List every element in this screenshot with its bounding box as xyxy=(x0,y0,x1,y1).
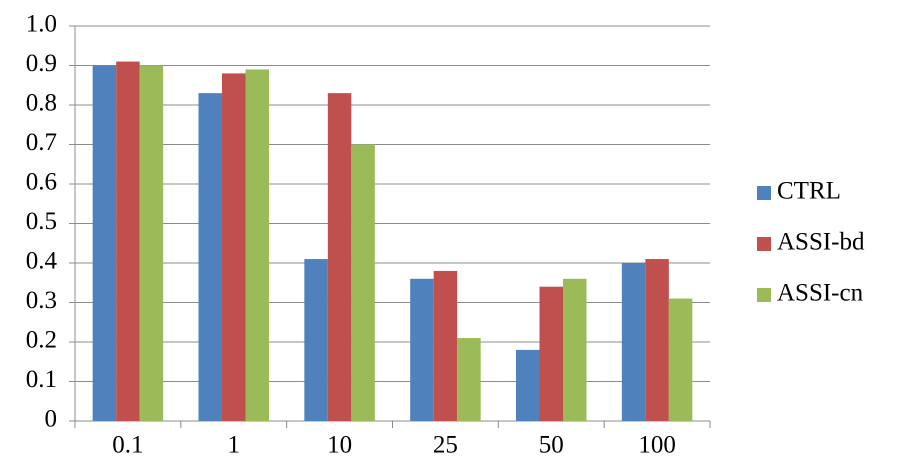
bar xyxy=(198,93,222,422)
y-tick-label: 0.5 xyxy=(26,208,57,235)
y-tick-label: 0.8 xyxy=(26,90,57,117)
x-tick-label: 10 xyxy=(327,432,352,459)
bar xyxy=(457,338,481,421)
y-tick-label: 0.7 xyxy=(26,129,57,156)
legend-label: ASSI-cn xyxy=(777,280,864,307)
bar xyxy=(668,298,693,421)
bar xyxy=(539,286,563,421)
legend-swatch xyxy=(757,237,771,251)
bar xyxy=(245,69,269,421)
x-tick-label: 50 xyxy=(539,432,564,459)
bar xyxy=(563,278,587,421)
bar xyxy=(621,263,646,421)
bar xyxy=(92,65,117,421)
legend-swatch xyxy=(757,186,771,200)
y-tick-label: 0.6 xyxy=(26,169,57,196)
bar xyxy=(410,278,434,421)
bar xyxy=(516,349,540,421)
x-tick-label: 100 xyxy=(638,432,676,459)
bar xyxy=(116,61,140,422)
x-tick-label: 1 xyxy=(228,432,241,459)
bar xyxy=(327,93,352,422)
legend-label: ASSI-bd xyxy=(777,229,865,256)
y-tick-label: 0.1 xyxy=(26,366,57,393)
legend-swatch xyxy=(757,288,771,302)
y-tick-label: 0.2 xyxy=(26,327,57,354)
bar xyxy=(222,73,246,422)
bar xyxy=(139,65,164,421)
y-tick-label: 0.4 xyxy=(26,248,58,275)
bar xyxy=(351,144,375,421)
y-tick-label: 0.9 xyxy=(26,50,57,77)
y-tick-label: 0 xyxy=(45,406,58,433)
y-tick-label: 0.3 xyxy=(26,287,57,314)
x-tick-label: 25 xyxy=(433,432,458,459)
bar xyxy=(645,259,669,421)
legend-label: CTRL xyxy=(777,178,841,205)
y-tick-label: 1.0 xyxy=(26,11,57,38)
x-tick-label: 0.1 xyxy=(112,432,143,459)
bar xyxy=(433,270,458,421)
bar xyxy=(304,259,328,421)
